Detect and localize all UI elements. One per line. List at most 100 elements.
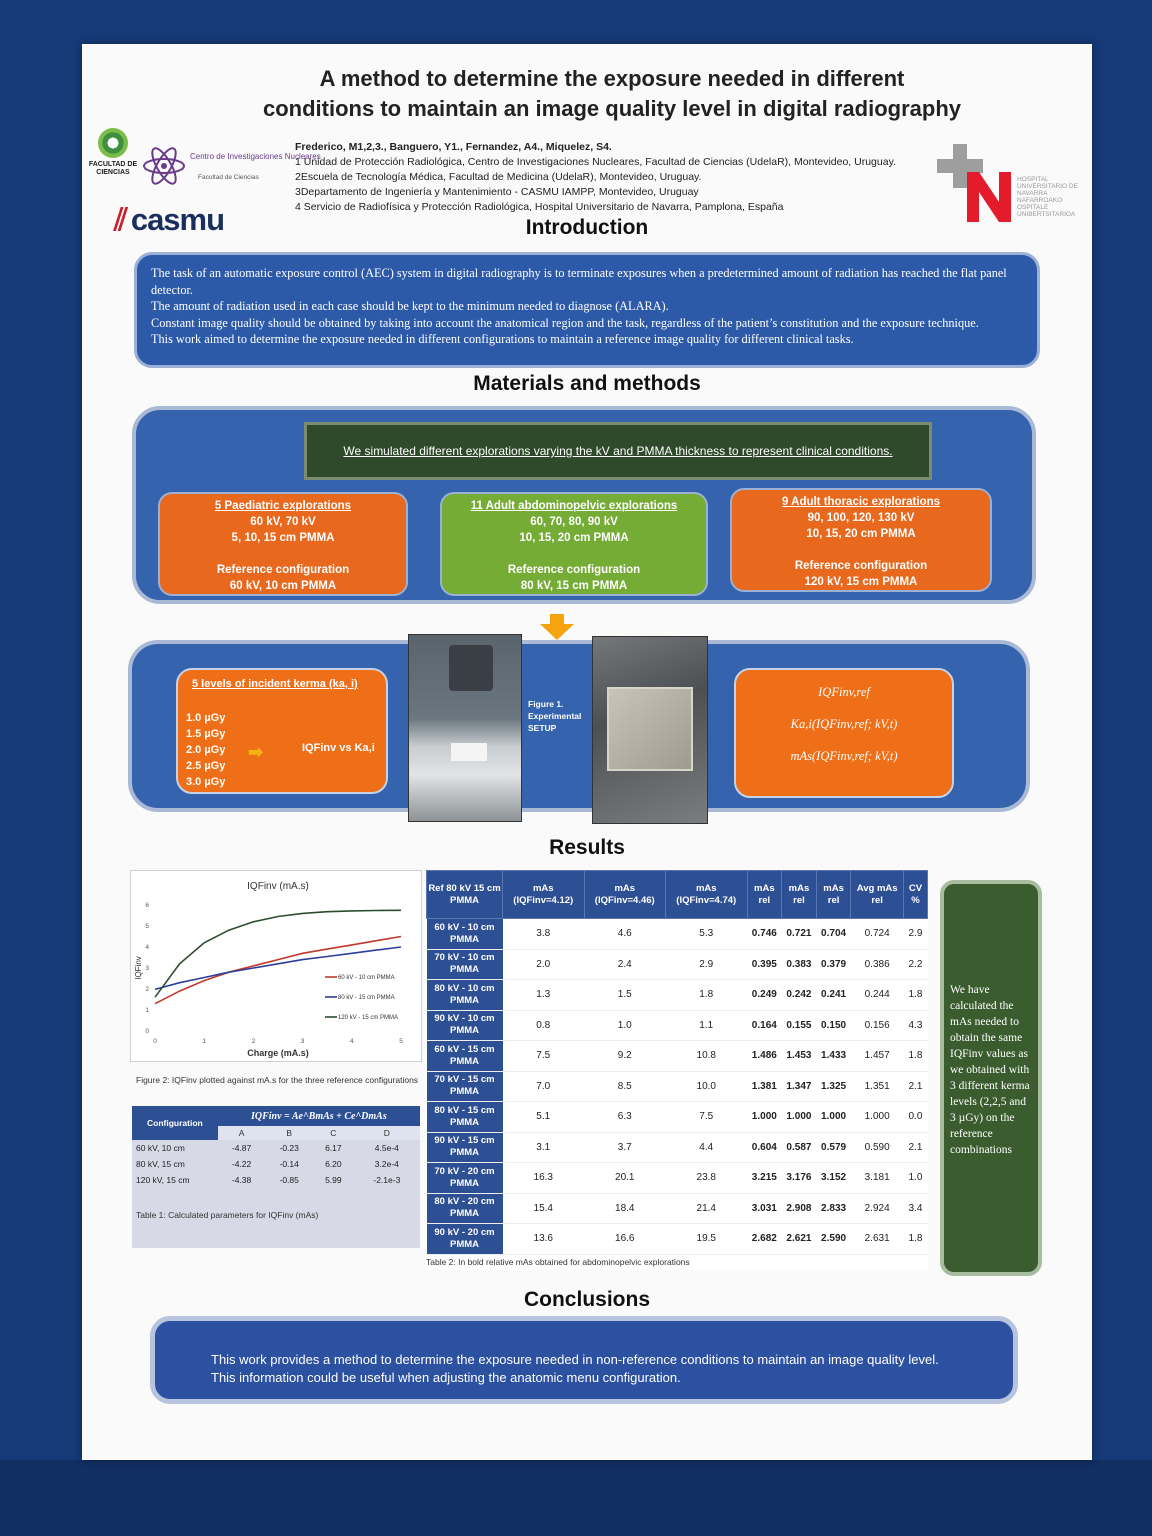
table2-value-cell: 7.5 bbox=[502, 1040, 584, 1072]
table2-value-cell: 2.590 bbox=[816, 1223, 851, 1255]
table2-value-cell: 2.0 bbox=[502, 949, 584, 980]
kerma-levels-card: 5 levels of incident kerma (ka, i) 1.0 µ… bbox=[176, 668, 388, 794]
results-heading: Results bbox=[549, 836, 625, 859]
table2-row: 60 kV - 15 cm PMMA 7.5 9.2 10.8 1.486 1.453 1.… bbox=[426, 1040, 928, 1072]
casmu-mark-icon: ⫽ bbox=[114, 202, 128, 237]
table2-value-cell: 1.1 bbox=[665, 1010, 747, 1041]
paediatric-card: 5 Paediatric explorations 60 kV, 70 kV 5… bbox=[158, 492, 408, 596]
table2-value-cell: 10.0 bbox=[665, 1071, 747, 1102]
table2-value-cell: 3.7 bbox=[584, 1132, 666, 1163]
table2-value-cell: 2.4 bbox=[584, 949, 666, 980]
table1-col-header: C bbox=[313, 1126, 354, 1140]
table2-value-cell: 0.721 bbox=[781, 918, 817, 950]
methods-heading: Materials and methods bbox=[473, 372, 701, 395]
ciencias-logo-text: FACULTAD DE CIENCIAS bbox=[88, 161, 138, 176]
y-tick-label: 0 bbox=[145, 1028, 149, 1035]
table2-value-cell: 1.486 bbox=[747, 1040, 782, 1072]
table2-value-cell: 1.381 bbox=[747, 1071, 782, 1102]
table2-value-cell: 2.682 bbox=[747, 1223, 782, 1255]
backdrop bbox=[0, 1460, 1152, 1536]
table1-body: 60 kV, 10 cm -4.87 -0.23 6.17 4.5e-4 80 kV, 1… bbox=[132, 1140, 420, 1188]
y-tick-label: 3 bbox=[145, 965, 149, 972]
arrow-right-icon: ➡ bbox=[248, 742, 264, 762]
kerma-result: IQFinv vs Ka,i bbox=[302, 742, 375, 754]
table2-row: 80 kV - 20 cm PMMA 15.4 18.4 21.4 3.031 2.908… bbox=[426, 1193, 928, 1224]
table1-caption: Table 1: Calculated parameters for IQFin… bbox=[136, 1210, 319, 1220]
kerma-box: 5 levels of incident kerma (ka, i) 1.0 µ… bbox=[128, 640, 1030, 812]
table2-value-cell: 2.1 bbox=[903, 1132, 928, 1163]
table1-value-cell: -4.87 bbox=[231, 1143, 252, 1153]
card-ref-value: 120 kV, 15 cm PMMA bbox=[804, 576, 918, 588]
table2-column-header: mAs (IQFinv=4.12) bbox=[502, 870, 585, 919]
table2-row-header: 80 kV - 20 cm PMMA bbox=[426, 1193, 503, 1224]
x-tick-label: 3 bbox=[301, 1038, 305, 1045]
table2-value-cell: 19.5 bbox=[665, 1223, 747, 1255]
table2-value-cell: 7.0 bbox=[502, 1071, 584, 1102]
table2-value-cell: 2.9 bbox=[903, 918, 928, 950]
table2-value-cell: 4.4 bbox=[665, 1132, 747, 1163]
table2-row-header: 80 kV - 10 cm PMMA bbox=[426, 979, 503, 1011]
table2-row: 80 kV - 15 cm PMMA 5.1 6.3 7.5 1.000 1.000 1.0… bbox=[426, 1101, 928, 1133]
table2-value-cell: 0.241 bbox=[816, 979, 851, 1011]
table1-value-cell: -4.38 bbox=[231, 1175, 252, 1185]
figure2-caption: Figure 2: IQFinv plotted against mA.s fo… bbox=[136, 1075, 419, 1085]
table2-value-cell: 2.631 bbox=[850, 1223, 904, 1255]
table2-value-cell: 8.5 bbox=[584, 1071, 666, 1102]
conclusions-box: This work provides a method to determine… bbox=[150, 1316, 1018, 1404]
chart-title: IQFinv (mA.s) bbox=[247, 881, 309, 892]
table2-value-cell: 0.383 bbox=[781, 949, 817, 980]
y-tick-label: 2 bbox=[145, 986, 149, 993]
kerma-level: 1.0 µGy bbox=[186, 712, 226, 724]
intro-paragraph: The amount of radiation used in each cas… bbox=[151, 299, 669, 314]
table2-value-cell: 1.457 bbox=[850, 1040, 904, 1072]
cin-logo: Centro de Investigaciones Nucleares Facu… bbox=[142, 144, 321, 188]
introduction-heading: Introduction bbox=[525, 216, 649, 239]
card-ref-label: Reference configuration bbox=[794, 560, 928, 572]
table2-value-cell: 0.724 bbox=[850, 918, 904, 950]
table2-row-header: 70 kV - 10 cm PMMA bbox=[426, 949, 503, 980]
table2-column-header: mAs (IQFinv=4.46) bbox=[583, 870, 666, 919]
table2-value-cell: 20.1 bbox=[584, 1162, 666, 1194]
table2-value-cell: 0.249 bbox=[747, 979, 782, 1011]
table1-value-cell: -0.85 bbox=[279, 1175, 299, 1185]
table2-value-cell: 0.242 bbox=[781, 979, 817, 1011]
table2-value-cell: 1.347 bbox=[781, 1071, 817, 1102]
series-line-3 bbox=[154, 909, 402, 998]
card-ref-label: Reference configuration bbox=[216, 564, 350, 576]
introduction-box: The task of an automatic exposure contro… bbox=[134, 252, 1040, 368]
table2-row: 70 kV - 20 cm PMMA 16.3 20.1 23.8 3.215 3.176… bbox=[426, 1162, 928, 1194]
table2-panel: Ref 80 kV 15 cm PMMA mAs (IQFinv=4.12) mAs… bbox=[426, 870, 929, 1270]
table2-row-header: 90 kV - 10 cm PMMA bbox=[426, 1010, 503, 1041]
formula-line: IQFinv,ref bbox=[818, 685, 870, 699]
table1-row: 120 kV, 15 cm -4.38 -0.85 5.99 -2.1e-3 bbox=[132, 1172, 420, 1188]
table2-row-header: 90 kV - 20 cm PMMA bbox=[426, 1223, 503, 1255]
table1-col-header: B bbox=[265, 1126, 314, 1140]
table2-value-cell: 1.8 bbox=[903, 1040, 928, 1072]
table2-row: 70 kV - 10 cm PMMA 2.0 2.4 2.9 0.395 0.383 0.3… bbox=[426, 949, 928, 980]
pmma-plate bbox=[607, 687, 693, 771]
table2-row: 90 kV - 20 cm PMMA 13.6 16.6 19.5 2.682 2.621… bbox=[426, 1223, 928, 1255]
methods-banner: We simulated different explorations vary… bbox=[304, 422, 932, 480]
table2-value-cell: 3.031 bbox=[747, 1193, 782, 1224]
atom-icon bbox=[143, 147, 185, 185]
table2-value-cell: 4.6 bbox=[584, 918, 666, 950]
affiliation-2: 2Escuela de Tecnología Médica, Facultad … bbox=[295, 171, 702, 183]
card-pmma: 5, 10, 15 cm PMMA bbox=[231, 532, 335, 544]
y-tick-label: 5 bbox=[145, 923, 149, 930]
table2-column-header: mAs (IQFinv=4.74) bbox=[665, 870, 748, 919]
table2-value-cell: 1.0 bbox=[584, 1010, 666, 1041]
legend-label: 120 kV - 15 cm PMMA bbox=[338, 1015, 398, 1021]
table2-value-cell: 1.325 bbox=[816, 1071, 851, 1102]
conclusions-text: This work provides a method to determine… bbox=[211, 1352, 939, 1385]
x-tick-label: 0 bbox=[153, 1038, 157, 1045]
table1-value-cell: -4.22 bbox=[231, 1159, 252, 1169]
affiliation-1: 1 Unidad de Protección Radiológica, Cent… bbox=[295, 156, 896, 168]
table2-row: 70 kV - 15 cm PMMA 7.0 8.5 10.0 1.381 1.347 1.… bbox=[426, 1071, 928, 1102]
formula-line: mAs(IQFinv,ref; kV,t) bbox=[790, 749, 898, 763]
table2-value-cell: 0.155 bbox=[781, 1010, 817, 1041]
table1-value-cell: 5.99 bbox=[325, 1175, 342, 1185]
table2-value-cell: 2.9 bbox=[665, 949, 747, 980]
table1-config-cell: 60 kV, 10 cm bbox=[136, 1143, 185, 1153]
table2-value-cell: 1.433 bbox=[816, 1040, 851, 1072]
arrow-down-icon bbox=[540, 614, 574, 640]
